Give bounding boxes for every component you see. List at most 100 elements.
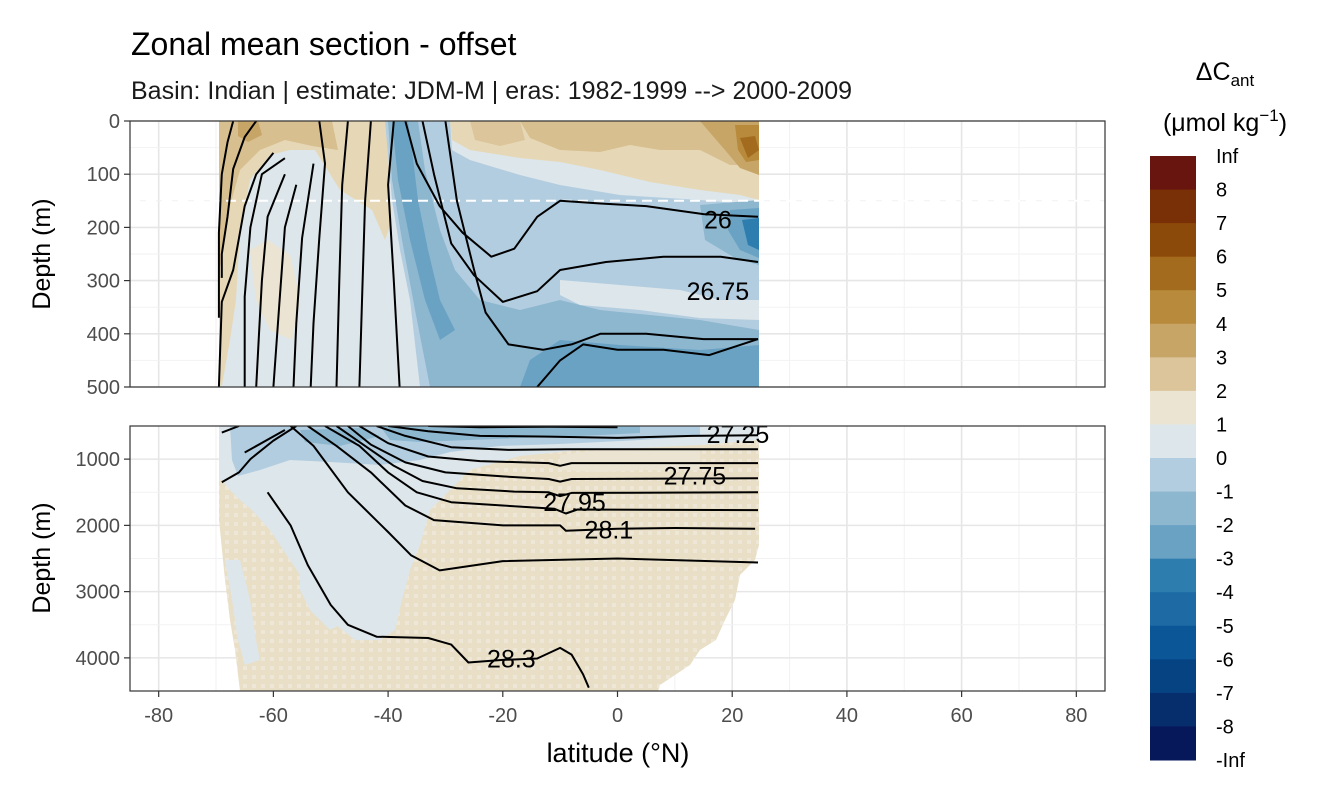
legend-swatch	[1150, 558, 1196, 593]
x-tick-label: -20	[488, 705, 517, 727]
lower-patch-sw-deep-negative	[225, 560, 260, 665]
legend-swatch	[1150, 189, 1196, 224]
x-tick-label: 80	[1065, 705, 1087, 727]
upper-patch-front-core	[392, 121, 455, 340]
upper-patch-sw-positive	[219, 121, 392, 387]
legend-swatch	[1150, 156, 1196, 191]
isopycnal-line	[292, 163, 315, 387]
isopycnal-line	[421, 121, 759, 303]
x-tick-label: 0	[612, 705, 623, 727]
x-tick-label: 20	[721, 705, 743, 727]
isopycnal-label: 27.75	[664, 463, 727, 491]
legend-break-label: 8	[1216, 180, 1227, 202]
legend-break-label: -8	[1216, 716, 1234, 738]
legend-break-label: 2	[1216, 381, 1227, 403]
legend-swatch	[1150, 424, 1196, 459]
legend-break-label: -6	[1216, 649, 1234, 671]
legend-title-main: ΔC	[1196, 58, 1231, 86]
isopycnal-line	[376, 426, 758, 451]
isopycnal-line	[335, 426, 759, 498]
upper-patch-front-stronger	[388, 121, 759, 387]
isopycnal-line	[324, 426, 759, 515]
legend-break-label: 6	[1216, 247, 1227, 269]
isopycnal-line	[428, 426, 618, 429]
legend-swatch	[1150, 458, 1196, 493]
isopycnal-line	[217, 152, 275, 387]
legend-break-label: -7	[1216, 683, 1234, 705]
isopycnal-label: 26.75	[687, 278, 750, 306]
isopycnal-line	[266, 491, 590, 689]
y-tick-label: 500	[87, 377, 120, 399]
upper-patch-north-stronger	[520, 121, 759, 165]
isopycnal-line	[307, 426, 756, 532]
x-tick-label: 60	[950, 705, 972, 727]
y-axis-title-upper: Depth (m)	[28, 198, 56, 309]
isopycnal-line	[221, 426, 240, 434]
x-axis: -80 -60 -40 -20 0 20 40 60 80	[144, 691, 1087, 727]
upper-isopycnals: 26 26.75	[217, 121, 759, 387]
isopycnal-line	[347, 426, 759, 483]
isopycnal-line	[220, 121, 258, 278]
x-tick-label: -40	[374, 705, 403, 727]
legend-break-label: -1	[1216, 482, 1234, 504]
isopycnal-label: 28.1	[585, 516, 634, 544]
y-axis-title-lower: Depth (m)	[28, 502, 56, 613]
legend-swatch	[1150, 592, 1196, 627]
y-tick-label: 4000	[76, 648, 121, 670]
isopycnal-line	[358, 121, 372, 387]
lower-patch-upper-negative	[219, 426, 759, 640]
upper-y-axis: 0 100 200 300 400 500	[87, 111, 130, 399]
y-tick-label: 1000	[76, 449, 121, 471]
legend-swatch	[1150, 726, 1196, 761]
isopycnal-line	[309, 121, 326, 387]
legend: ΔCant (μmol kg−1) Inf 8 7 6 5 4 3 2 1 0 -1 -2 -3 -4 -5…	[1150, 58, 1287, 772]
legend-swatch	[1150, 256, 1196, 291]
lower-patch-deep-tongue	[560, 448, 700, 472]
legend-swatch	[1150, 323, 1196, 358]
legend-swatch	[1150, 625, 1196, 660]
legend-break-label: -4	[1216, 582, 1234, 604]
lower-y-axis: 1000 2000 3000 4000	[76, 449, 130, 670]
legend-colorbar: Inf 8 7 6 5 4 3 2 1 0 -1 -2 -3 -4 -5 -6 -7 -8 -Inf	[1150, 146, 1245, 772]
upper-patch-sw-stronger	[219, 121, 338, 270]
upper-patch-deep-negative	[520, 340, 759, 387]
lower-patch-shallow-negative	[300, 428, 380, 446]
y-tick-label: 100	[87, 164, 120, 186]
isopycnal-line	[358, 426, 758, 467]
legend-swatch	[1150, 525, 1196, 560]
lower-patch-deep-negative	[300, 570, 350, 630]
isopycnal-label: 27.25	[707, 421, 770, 449]
legend-swatch	[1150, 692, 1196, 727]
isopycnal-line	[335, 121, 349, 387]
y-tick-label: 200	[87, 217, 120, 239]
upper-patch-north-max	[740, 136, 759, 158]
isopycnal-line	[289, 426, 759, 572]
legend-break-label: 1	[1216, 414, 1227, 436]
upper-patch-mid-positive	[470, 121, 525, 146]
upper-field: 26 26.75	[130, 121, 1105, 387]
legend-break-label: Inf	[1216, 146, 1239, 168]
x-tick-label: 40	[836, 705, 858, 727]
legend-break-label: -5	[1216, 616, 1234, 638]
legend-break-label: 7	[1216, 213, 1227, 235]
legend-swatch	[1150, 491, 1196, 526]
legend-unit-close: )	[1279, 109, 1287, 137]
legend-break-label: -3	[1216, 549, 1234, 571]
x-tick-label: -60	[259, 705, 288, 727]
isopycnal-line	[387, 121, 401, 387]
isopycnal-line	[244, 429, 286, 454]
x-axis-title: latitude (°N)	[547, 738, 690, 768]
y-tick-label: 300	[87, 271, 120, 293]
legend-break-label: 3	[1216, 347, 1227, 369]
chart-subtitle: Basin: Indian | estimate: JDM-M | eras: …	[131, 77, 852, 105]
isopycnal-line	[272, 184, 298, 387]
y-tick-label: 400	[87, 324, 120, 346]
isopycnal-line	[404, 121, 759, 258]
y-tick-label: 2000	[76, 515, 121, 537]
isopycnal-line	[217, 121, 235, 318]
lower-patch-upper-core	[380, 426, 640, 442]
chart-title: Zonal mean section - offset	[131, 26, 517, 62]
legend-break-label: 4	[1216, 314, 1227, 336]
legend-unit: (μmol kg−1)	[1163, 106, 1287, 137]
